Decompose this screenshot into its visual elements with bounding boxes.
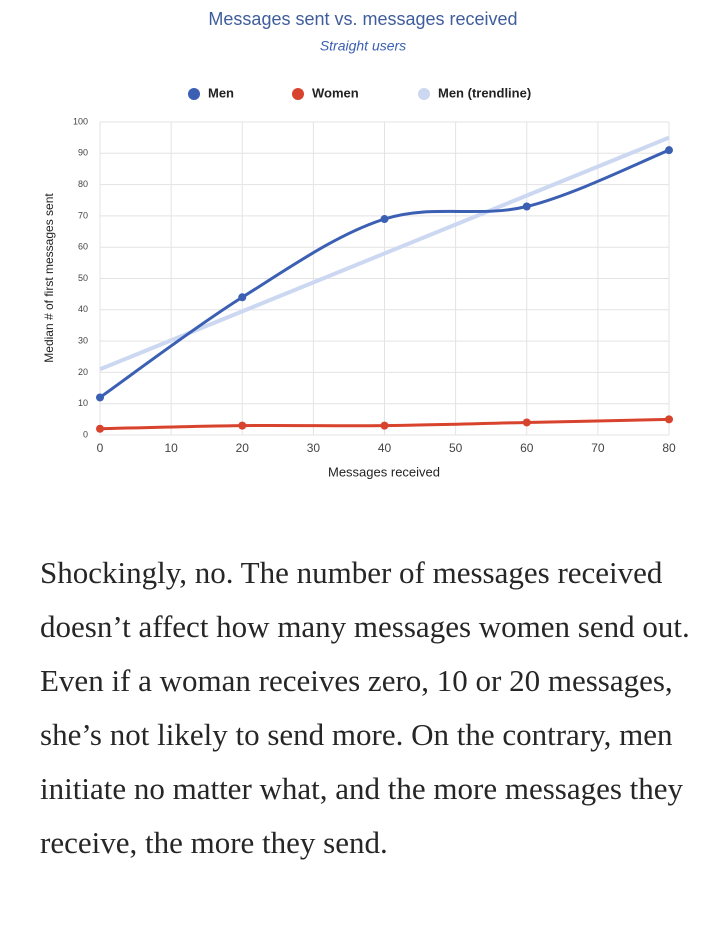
legend-swatch xyxy=(292,88,304,100)
data-point xyxy=(522,202,531,211)
data-point xyxy=(380,215,389,224)
y-tick-label: 80 xyxy=(78,179,88,189)
x-tick-label: 30 xyxy=(307,441,321,455)
x-tick-label: 60 xyxy=(520,441,534,455)
legend-label: Women xyxy=(312,85,359,100)
data-point xyxy=(238,421,247,430)
chart-title: Messages sent vs. messages received xyxy=(208,9,517,29)
y-tick-label: 10 xyxy=(78,398,88,408)
y-tick-label: 90 xyxy=(78,148,88,158)
y-tick-label: 50 xyxy=(78,273,88,283)
x-tick-label: 20 xyxy=(236,441,250,455)
x-tick-label: 80 xyxy=(662,441,676,455)
x-tick-label: 50 xyxy=(449,441,463,455)
x-tick-label: 70 xyxy=(591,441,605,455)
chart: Messages sent vs. messages received Stra… xyxy=(42,9,676,480)
y-tick-label: 60 xyxy=(78,242,88,252)
legend-label: Men (trendline) xyxy=(438,85,531,100)
data-point xyxy=(96,393,104,402)
data-point xyxy=(238,293,247,302)
x-tick-label: 0 xyxy=(97,441,104,455)
y-tick-label: 0 xyxy=(83,429,88,439)
y-tick-label: 40 xyxy=(78,304,88,314)
data-point xyxy=(96,424,104,433)
y-axis-title: Median # of first messages sent xyxy=(42,193,56,363)
body-paragraph: Shockingly, no. The number of messages r… xyxy=(40,555,690,860)
y-tick-label: 30 xyxy=(78,335,88,345)
legend-label: Men xyxy=(208,85,234,100)
y-tick-label: 100 xyxy=(73,116,88,126)
x-tick-label: 40 xyxy=(378,441,392,455)
data-point xyxy=(522,418,531,427)
x-tick-label: 10 xyxy=(164,441,178,455)
y-tick-label: 70 xyxy=(78,210,88,220)
x-axis-title: Messages received xyxy=(328,464,440,479)
y-tick-label: 20 xyxy=(78,367,88,377)
data-point xyxy=(380,421,389,430)
data-point xyxy=(665,146,673,155)
data-point xyxy=(665,415,673,424)
chart-subtitle: Straight users xyxy=(320,38,406,54)
legend-swatch xyxy=(418,88,430,100)
legend-swatch xyxy=(188,88,200,100)
